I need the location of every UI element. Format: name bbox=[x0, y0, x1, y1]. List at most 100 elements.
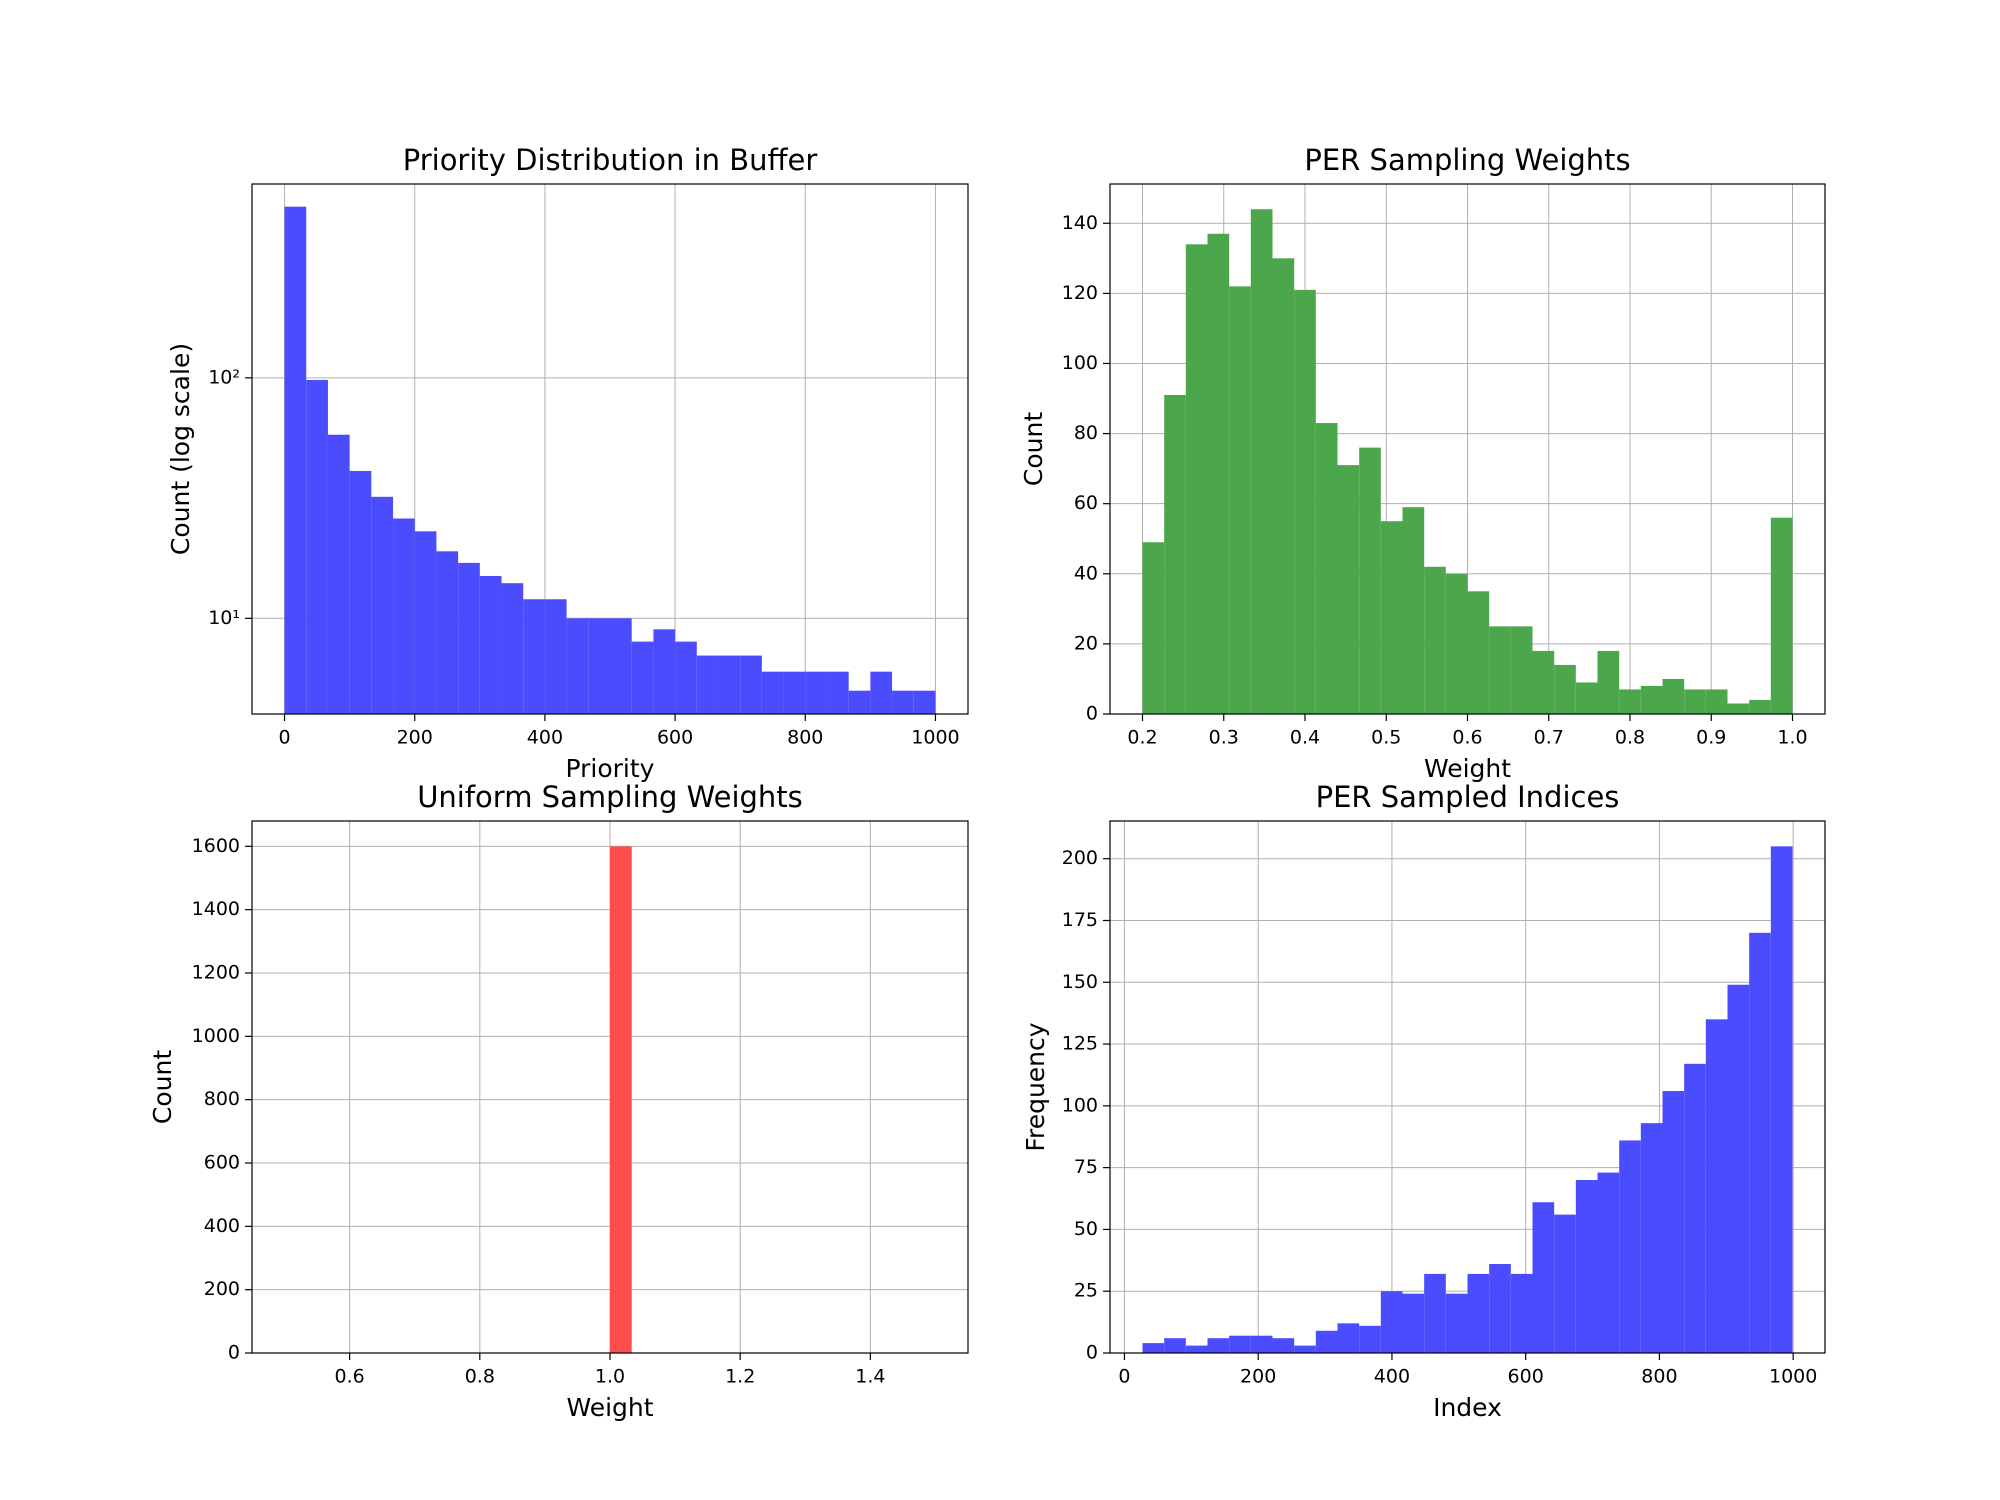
y-tick-label: 1200 bbox=[192, 962, 240, 984]
bar bbox=[783, 671, 806, 714]
bar bbox=[523, 599, 545, 714]
bar bbox=[1380, 521, 1403, 714]
bar bbox=[1705, 689, 1728, 714]
x-tick-label: 0.9 bbox=[1696, 727, 1726, 749]
bar bbox=[1229, 286, 1251, 714]
bar bbox=[1402, 1293, 1425, 1353]
y-tick-label: 25 bbox=[1074, 1280, 1098, 1302]
y-axis-label: Count bbox=[1019, 412, 1048, 486]
bar bbox=[1185, 244, 1208, 714]
bar bbox=[1142, 542, 1165, 714]
bar bbox=[284, 206, 307, 714]
bar bbox=[1272, 258, 1295, 714]
x-tick-label: 1000 bbox=[911, 727, 959, 749]
bar bbox=[1272, 1338, 1295, 1353]
bar bbox=[1532, 650, 1555, 714]
x-tick-label: 0.2 bbox=[1127, 727, 1157, 749]
chart-title: Priority Distribution in Buffer bbox=[403, 143, 818, 177]
bar bbox=[1532, 1202, 1555, 1353]
bar bbox=[1640, 1123, 1663, 1353]
bar bbox=[1749, 932, 1771, 1353]
axes-frame bbox=[251, 183, 969, 715]
x-tick-label: 600 bbox=[1508, 1366, 1544, 1388]
bar bbox=[1489, 626, 1511, 714]
bar bbox=[501, 583, 524, 714]
bar bbox=[740, 655, 762, 714]
bar bbox=[1770, 517, 1793, 714]
bar bbox=[870, 671, 893, 714]
y-tick-label: 50 bbox=[1074, 1218, 1098, 1240]
bar bbox=[566, 618, 589, 714]
bar bbox=[1467, 1273, 1490, 1353]
y-axis-label: Count (log scale) bbox=[166, 343, 195, 555]
bar bbox=[631, 641, 654, 714]
bar bbox=[1619, 1140, 1641, 1353]
bar bbox=[393, 518, 415, 714]
bar bbox=[1250, 1335, 1273, 1353]
bar bbox=[653, 629, 676, 714]
chart-title: PER Sampled Indices bbox=[1316, 780, 1620, 814]
bar bbox=[1359, 1325, 1381, 1353]
bar bbox=[1510, 626, 1533, 714]
x-tick-label: 0.8 bbox=[465, 1366, 495, 1388]
bar bbox=[1597, 650, 1620, 714]
y-tick-label: 0 bbox=[1086, 703, 1098, 725]
x-axis-label: Index bbox=[1433, 1393, 1502, 1422]
bar bbox=[761, 671, 784, 714]
y-tick-label: 40 bbox=[1074, 562, 1098, 584]
y-axis-label: Frequency bbox=[1021, 1022, 1050, 1151]
y-tick-label: 0 bbox=[228, 1342, 240, 1364]
y-tick-label: 800 bbox=[204, 1088, 240, 1110]
bar bbox=[414, 531, 437, 714]
x-tick-label: 200 bbox=[397, 727, 433, 749]
bar bbox=[349, 470, 372, 714]
bar bbox=[1380, 1291, 1403, 1353]
bar bbox=[371, 496, 394, 714]
y-tick-label: 125 bbox=[1062, 1033, 1098, 1055]
y-tick-label: 80 bbox=[1074, 422, 1098, 444]
x-tick-label: 400 bbox=[527, 727, 563, 749]
bar bbox=[544, 599, 567, 714]
y-tick-label: 150 bbox=[1062, 971, 1098, 993]
bar bbox=[1575, 682, 1598, 714]
y-tick-label: 600 bbox=[204, 1152, 240, 1174]
bar bbox=[1554, 664, 1576, 714]
bar bbox=[1770, 846, 1793, 1353]
x-tick-label: 800 bbox=[787, 727, 823, 749]
bar bbox=[1229, 1335, 1251, 1353]
bar bbox=[848, 690, 871, 714]
y-tick-label: 100 bbox=[1062, 352, 1098, 374]
bar bbox=[1359, 447, 1381, 714]
y-tick-label: 200 bbox=[204, 1278, 240, 1300]
bar bbox=[1705, 1019, 1728, 1353]
bar bbox=[458, 562, 480, 714]
bar bbox=[1684, 1063, 1706, 1353]
x-axis-label: Weight bbox=[1424, 754, 1511, 783]
bar bbox=[1684, 689, 1706, 714]
bar bbox=[1294, 289, 1316, 714]
x-tick-label: 0 bbox=[1118, 1366, 1130, 1388]
bar bbox=[1337, 465, 1360, 714]
bar bbox=[610, 618, 632, 714]
y-tick-label: 60 bbox=[1074, 492, 1098, 514]
bar bbox=[696, 655, 719, 714]
x-tick-label: 0.6 bbox=[335, 1366, 365, 1388]
y-tick-label: 1600 bbox=[192, 835, 240, 857]
bar bbox=[913, 690, 936, 714]
bar bbox=[1662, 1091, 1685, 1353]
y-tick-label: 400 bbox=[204, 1215, 240, 1237]
bar bbox=[1619, 689, 1641, 714]
bar bbox=[1402, 507, 1425, 714]
y-tick-label: 175 bbox=[1062, 909, 1098, 931]
x-tick-label: 0.4 bbox=[1290, 727, 1320, 749]
x-tick-label: 1.2 bbox=[725, 1366, 755, 1388]
bar bbox=[1640, 685, 1663, 714]
bar bbox=[1597, 1172, 1620, 1353]
bar bbox=[718, 655, 741, 714]
bar bbox=[826, 671, 849, 714]
bar bbox=[1467, 591, 1490, 714]
y-tick-label: 200 bbox=[1062, 847, 1098, 869]
x-tick-label: 1.4 bbox=[855, 1366, 885, 1388]
y-tick-label: 140 bbox=[1062, 212, 1098, 234]
y-tick-label: 10¹ bbox=[208, 607, 240, 629]
